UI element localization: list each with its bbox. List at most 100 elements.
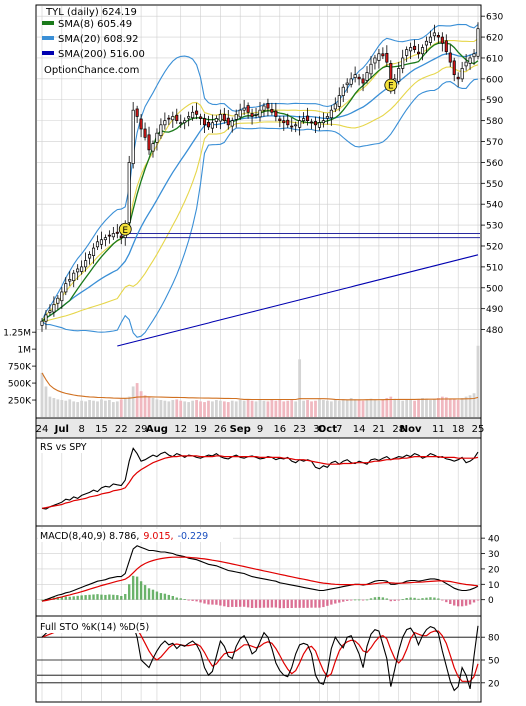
volume-bar — [203, 402, 206, 417]
volume-bar — [72, 401, 76, 417]
macd-histogram-bar — [179, 598, 182, 600]
price-tick-label: 510 — [486, 263, 503, 273]
macd-histogram-bar — [342, 599, 345, 602]
macd-histogram-bar — [425, 597, 428, 600]
macd-histogram-bar — [417, 598, 420, 600]
volume-bar — [211, 401, 214, 417]
candle-down — [202, 118, 207, 126]
legend-sma8: SMA(8) 605.49 — [58, 19, 132, 30]
candle-up — [210, 122, 214, 129]
volume-bar — [401, 400, 405, 417]
candle-up — [341, 86, 345, 96]
macd-histogram-bar — [183, 599, 186, 600]
volume-bar — [318, 399, 321, 417]
price-tick-label: 480 — [486, 326, 503, 336]
volume-bar — [84, 401, 87, 417]
volume-bar — [234, 401, 238, 417]
macd-histogram-bar — [112, 594, 115, 600]
volume-bar — [425, 398, 428, 417]
macd-histogram-bar — [401, 599, 404, 601]
macd-histogram-bar — [199, 599, 202, 603]
volume-bar — [250, 400, 254, 417]
macd-histogram-bar — [445, 599, 448, 603]
volume-bar — [436, 398, 440, 417]
macd-tick-label: 40 — [488, 535, 500, 545]
candle-up — [52, 304, 56, 313]
volume-bar — [187, 402, 191, 417]
volume-bar — [96, 401, 99, 417]
candle-down — [274, 110, 278, 117]
volume-bar — [456, 400, 460, 417]
macd-histogram-bar — [294, 599, 297, 608]
volume-bar — [119, 399, 123, 417]
macd-histogram-bar — [68, 596, 71, 600]
macd-histogram-bar — [405, 598, 408, 600]
macd-histogram-bar — [211, 599, 214, 605]
candle-up — [127, 162, 131, 223]
volume-bar — [222, 401, 226, 417]
volume-tick-label: 250K — [8, 397, 32, 407]
volume-bars — [40, 345, 480, 417]
volume-bar — [329, 401, 333, 417]
macd-histogram-bar — [373, 597, 377, 600]
price-panel-frame — [35, 4, 482, 419]
candle-up — [171, 116, 175, 121]
candle-up — [369, 63, 373, 75]
candle-up — [163, 120, 167, 126]
candle-up — [302, 118, 306, 121]
candle-up — [432, 32, 436, 37]
sto-title: Full STO %K(14) %D(5) — [40, 622, 149, 633]
candle-down — [246, 105, 250, 113]
volume-bar — [139, 391, 143, 417]
candle-up — [317, 122, 321, 128]
rs-signal-line — [41, 455, 479, 509]
candle-down — [385, 53, 389, 63]
macd-histogram-bar — [104, 594, 107, 600]
candle-up — [214, 118, 218, 122]
candle-up — [353, 74, 357, 78]
price-tick-label: 600 — [486, 75, 503, 85]
candle-up — [254, 114, 258, 116]
volume-bar — [357, 400, 361, 417]
candle-down — [381, 53, 385, 57]
candle-up — [377, 53, 381, 61]
macd-histogram-bar — [476, 599, 480, 601]
volume-bar — [286, 400, 290, 417]
macd-histogram-bar — [262, 599, 266, 608]
candle-up — [103, 237, 107, 241]
macd-histogram-bar — [361, 599, 365, 601]
date-label: 23 — [293, 424, 306, 435]
keltner-lower — [42, 64, 479, 322]
volume-tick-label: 1.25M — [3, 329, 31, 339]
macd-histogram-bar — [88, 594, 91, 600]
macd-histogram-bar — [139, 581, 143, 600]
date-label: Nov — [400, 424, 422, 435]
volume-bar — [195, 400, 198, 417]
macd-histogram-bar — [357, 599, 361, 601]
macd-histogram-bar — [334, 599, 337, 604]
volume-bar — [171, 400, 175, 417]
volume-bar — [48, 396, 52, 417]
date-label: 24 — [36, 424, 49, 435]
macd-histogram-bar — [433, 597, 436, 600]
date-label: Sep — [230, 424, 251, 435]
candle-down — [444, 40, 448, 53]
date-label: 26 — [214, 424, 227, 435]
rs-title-box — [38, 440, 100, 453]
volume-bar — [175, 399, 179, 417]
candle-down — [456, 76, 460, 80]
price-tick-label: 570 — [486, 138, 503, 148]
candle-up — [88, 253, 92, 259]
date-label: 18 — [452, 424, 465, 435]
macd-histogram-bar — [135, 576, 139, 600]
price-tick-label: 520 — [486, 242, 503, 252]
candle-up — [468, 57, 472, 64]
candle-up — [258, 109, 262, 118]
macd-histogram-bar — [270, 599, 274, 608]
candle-down — [115, 231, 119, 234]
legend-swatch-sma8 — [42, 21, 54, 25]
macd-histogram-bar — [96, 594, 99, 600]
volume-bar — [111, 402, 115, 417]
legend-sma20: SMA(20) 608.92 — [58, 34, 139, 45]
price-y-axis: 480 490 500 510 520 530 540 550 560 570 580 590 600 6… — [481, 13, 503, 336]
